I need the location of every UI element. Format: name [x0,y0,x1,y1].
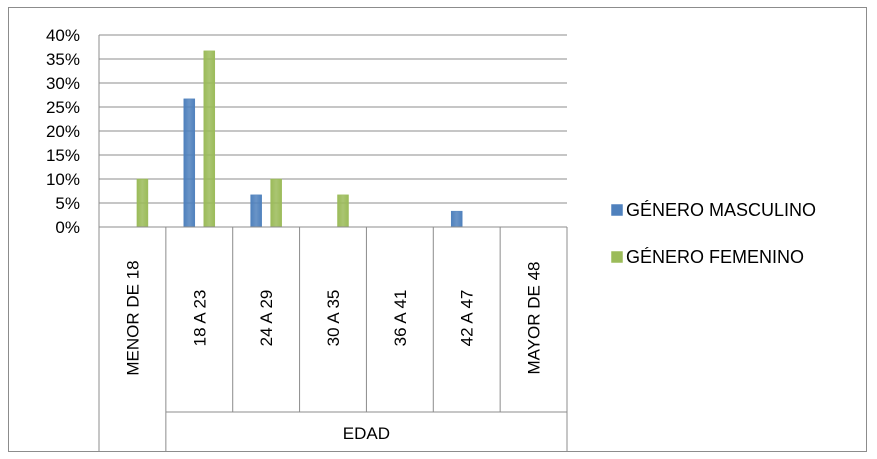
y-tick-label: 10% [46,170,80,189]
category-label: 36 A 41 [391,290,410,347]
category-label: MAYOR DE 48 [525,261,544,374]
legend-swatch [610,203,624,217]
y-tick-label: 5% [55,194,80,213]
legend-label: GÉNERO FEMENINO [626,247,804,267]
bar [270,178,282,228]
y-tick-label: 35% [46,50,80,69]
category-label: 30 A 35 [324,290,343,347]
category-labels: MENOR DE 18 18 A 23 24 A 29 30 A 35 36 A 41 4… [123,260,543,375]
bar [183,98,196,228]
legend-label: GÉNERO MASCULINO [626,200,816,220]
legend-swatch [610,250,624,264]
y-tick-label: 0% [55,218,80,237]
bar [450,210,463,228]
category-label: 18 A 23 [190,290,209,347]
gridlines [99,34,567,228]
y-axis-ticks: 0% 5% 10% 15% 20% 25% 30% 35% 40% [46,26,80,237]
bar [250,194,262,228]
bar [136,178,149,228]
bars [136,50,463,228]
category-label: 42 A 47 [458,290,477,347]
y-tick-label: 40% [46,26,80,45]
y-tick-label: 20% [46,122,80,141]
category-label: MENOR DE 18 [123,260,142,375]
category-label: 24 A 29 [257,290,276,347]
bar [203,50,216,228]
group-label: EDAD [343,424,390,443]
legend: GÉNERO MASCULINO GÉNERO FEMENINO [610,200,816,267]
chart-frame [8,7,867,452]
y-tick-label: 15% [46,146,80,165]
axis-lines [98,35,568,452]
bar [337,194,349,228]
y-tick-label: 25% [46,98,80,117]
y-tick-label: 30% [46,74,80,93]
